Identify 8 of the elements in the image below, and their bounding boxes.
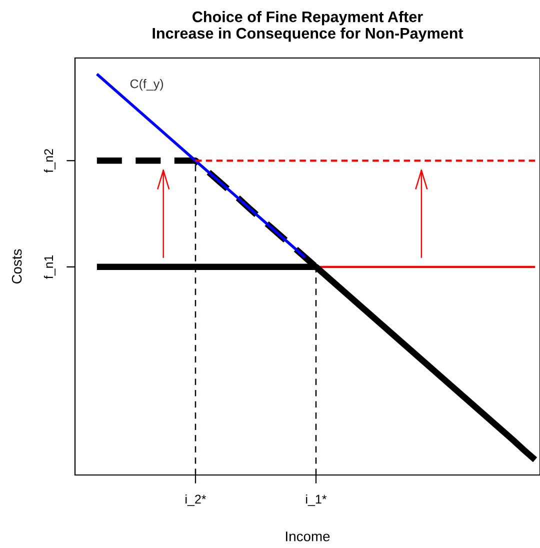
text: f_n2 [44, 149, 56, 173]
series-label: C(f_y) [130, 79, 164, 91]
x-tick-label: i_2* [186, 494, 206, 506]
y-axis-title: Costs [12, 249, 22, 284]
chart-title: Choice of Fine Repayment After Increase in Consequence for Non-Payment [152, 11, 464, 42]
x-axis-title: Income [286, 532, 330, 542]
text: f_n1 [44, 255, 56, 279]
x-tick-label: i_1* [306, 494, 327, 506]
